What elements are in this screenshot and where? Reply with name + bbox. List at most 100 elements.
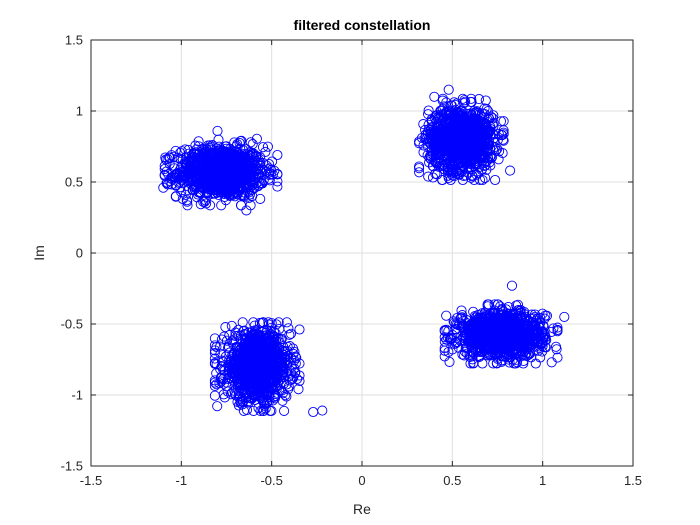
data-point [504,316,515,327]
data-point [223,360,234,371]
data-point [237,399,248,410]
data-point [196,174,207,185]
data-point [220,174,231,185]
data-point [236,135,247,146]
data-point [498,135,509,146]
data-point [462,326,474,337]
data-point [480,313,491,324]
data-point [223,342,234,353]
data-point [211,152,222,163]
data-point [537,346,548,357]
data-point [283,323,294,334]
data-point [308,406,319,418]
data-point [510,348,521,359]
data-point [273,348,284,359]
data-point [230,153,242,164]
data-point [494,146,505,157]
data-point [439,336,450,347]
data-point [537,336,548,347]
data-point [279,405,290,416]
data-point [474,174,486,185]
data-point [202,140,213,151]
x-tick-label: 1 [539,473,546,488]
data-point [477,124,488,135]
data-point [159,163,170,175]
data-point [213,189,224,201]
data-point [177,193,188,205]
data-point [449,109,460,120]
data-point [445,174,456,186]
data-point [479,341,490,353]
data-point [271,359,282,370]
data-point [214,151,225,162]
data-point [444,132,455,143]
data-point [428,161,439,172]
data-point [444,165,455,176]
data-point [216,373,227,384]
data-point [181,195,192,206]
data-point [237,317,248,328]
data-point [221,335,233,346]
data-point [231,342,242,353]
data-point [227,149,238,160]
data-point [258,350,270,361]
data-point [447,158,458,169]
data-point [439,351,450,362]
data-point [453,342,464,353]
data-point [423,105,434,116]
data-point [209,348,220,359]
data-point [468,159,479,170]
data-point [475,313,486,324]
data-point [166,150,177,161]
data-point [272,181,283,192]
data-point [429,112,441,123]
data-point [459,143,470,155]
data-point [219,392,230,403]
data-point [220,322,231,333]
data-point [286,374,297,385]
data-point [457,322,468,333]
data-point [483,106,494,117]
data-point [539,328,550,340]
data-point [475,117,486,128]
data-point [258,317,269,328]
data-point [456,312,467,323]
data-point [418,140,429,151]
data-point [241,205,252,216]
data-point [209,390,220,401]
data-point [494,344,505,355]
data-point [268,377,279,388]
data-point [537,341,548,352]
x-tick-label: -1.5 [80,473,102,488]
data-point [211,187,223,198]
data-point [439,325,450,336]
data-point [158,182,169,193]
data-point [262,141,273,152]
data-point [237,394,248,405]
data-point [446,333,457,344]
data-point [453,144,464,156]
data-point [294,324,305,335]
data-point [294,370,305,381]
data-point [522,334,533,345]
data-point [552,324,563,336]
data-point [243,156,254,167]
data-point [537,308,548,319]
data-point [289,346,300,357]
x-tick-label: -1 [176,473,188,488]
data-point [190,140,201,151]
data-point [493,299,504,310]
data-point [269,376,281,387]
data-point [225,186,236,197]
data-point [429,126,440,137]
data-point [233,330,244,341]
data-point [277,395,288,406]
data-point [260,146,271,157]
data-point [456,118,467,129]
y-tick-label: 0.5 [65,175,83,190]
data-point [264,405,276,416]
data-point [477,358,488,369]
data-point [436,110,447,121]
data-point [446,100,457,111]
